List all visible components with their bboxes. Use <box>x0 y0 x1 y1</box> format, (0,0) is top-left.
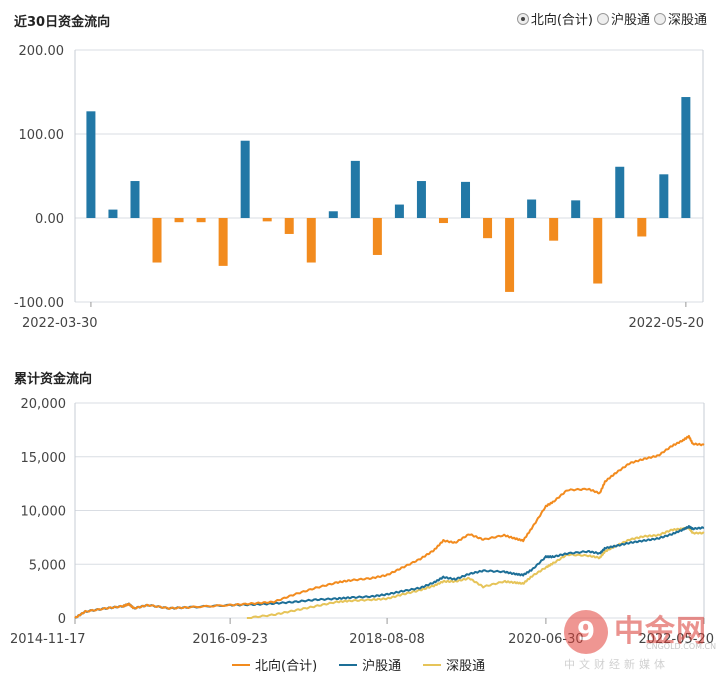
line-x-tick-label: 2018-08-08 <box>349 632 425 647</box>
flow-bar[interactable] <box>240 140 250 218</box>
flow-bar[interactable] <box>306 218 316 263</box>
flow-bar[interactable] <box>659 174 669 218</box>
legend-label-shenzhen: 深股通 <box>446 659 486 674</box>
legend-label-north: 北向(合计) <box>255 659 318 674</box>
daily-flow-bar-chart: 200.00 100.00 0.00 -100.00 2022-03-30 2022-05… <box>14 44 704 331</box>
bar-x-start-label: 2022-03-30 <box>22 316 98 331</box>
recent-30-day-flow-title: 近30日资金流向 <box>14 15 111 30</box>
legend-swatch-shenzhen <box>423 663 442 666</box>
line-y-tick-label: 5,000 <box>29 558 66 573</box>
flow-bar[interactable] <box>505 218 515 292</box>
radio-label-north-total: 北向(合计) <box>530 13 593 28</box>
radio-label-shenzhen-connect: 深股通 <box>667 13 707 28</box>
shenzhen-connect-line[interactable] <box>246 526 705 619</box>
flow-bar[interactable] <box>218 218 228 266</box>
bar-y-tick-label: 0.00 <box>35 212 64 227</box>
flow-bar[interactable] <box>527 199 537 218</box>
line-y-tick-label: 10,000 <box>21 505 67 520</box>
flow-bar[interactable] <box>372 218 382 255</box>
flow-bar[interactable] <box>328 211 338 218</box>
watermark-name: 中金网 <box>614 614 707 649</box>
bar-y-tick-label: 100.00 <box>19 128 65 143</box>
flow-bar[interactable] <box>438 218 448 224</box>
line-y-tick-label: 20,000 <box>21 397 67 412</box>
watermark-domain: CNGOLD.COM.CN <box>646 642 717 651</box>
flow-bar[interactable] <box>549 218 559 241</box>
radio-north-total[interactable]: 北向(合计) <box>516 9 593 28</box>
line-y-tick-label: 0 <box>58 612 66 627</box>
radio-shenzhen-connect[interactable]: 深股通 <box>653 9 707 28</box>
north-total-line[interactable] <box>74 434 705 619</box>
cumulative-flow-title: 累计资金流向 <box>14 372 93 387</box>
legend-item-north[interactable]: 北向(合计) <box>232 655 317 674</box>
flow-bar[interactable] <box>262 218 272 222</box>
flow-bar[interactable] <box>461 181 471 218</box>
flow-bar[interactable] <box>483 218 493 239</box>
line-y-tick-label: 15,000 <box>21 451 67 466</box>
line-x-tick-label: 2016-09-23 <box>192 632 268 647</box>
flow-bar[interactable] <box>86 111 96 218</box>
radio-circle-icon <box>653 12 666 25</box>
radio-label-shanghai-connect: 沪股通 <box>610 13 650 28</box>
flow-bar[interactable] <box>130 181 140 218</box>
bar-y-tick-label: 200.00 <box>19 44 65 59</box>
legend-swatch-shanghai <box>339 663 358 666</box>
flow-bar[interactable] <box>416 181 426 218</box>
legend-item-shanghai[interactable]: 沪股通 <box>339 655 401 674</box>
watermark-subtitle: 中文财经新媒体 <box>564 658 669 671</box>
radio-circle-icon <box>596 12 609 25</box>
line-x-tick-label: 2022-05-20 <box>638 632 714 647</box>
line-x-tick-label: 2014-11-17 <box>10 632 86 647</box>
flow-bar[interactable] <box>681 97 691 218</box>
radio-circle-icon <box>516 12 529 25</box>
flow-bar[interactable] <box>196 218 206 223</box>
flow-bar[interactable] <box>350 160 360 218</box>
cngold-logo-icon: 9 <box>564 610 608 654</box>
radio-shanghai-connect[interactable]: 沪股通 <box>596 9 650 28</box>
legend-item-shenzhen[interactable]: 深股通 <box>423 655 485 674</box>
flow-bar[interactable] <box>108 209 118 218</box>
market-radio-group: 北向(合计) 沪股通 深股通 <box>516 9 707 28</box>
legend-label-shanghai: 沪股通 <box>362 659 402 674</box>
bar-x-end-label: 2022-05-20 <box>628 316 704 331</box>
flow-bar[interactable] <box>637 218 647 237</box>
flow-bar[interactable] <box>571 200 581 218</box>
flow-bar[interactable] <box>593 218 603 284</box>
cngold-watermark: 9 中金网 CNGOLD.COM.CN 中文财经新媒体 <box>558 604 716 674</box>
flow-bar[interactable] <box>615 166 625 218</box>
flow-bar[interactable] <box>284 218 294 234</box>
flow-bar[interactable] <box>394 204 404 218</box>
legend-swatch-north <box>232 663 250 666</box>
flow-bar[interactable] <box>152 218 162 263</box>
line-chart-legend: 北向(合计) 沪股通 深股通 <box>232 655 485 674</box>
bar-y-tick-label: -100.00 <box>14 296 64 311</box>
flow-bar[interactable] <box>174 218 184 223</box>
